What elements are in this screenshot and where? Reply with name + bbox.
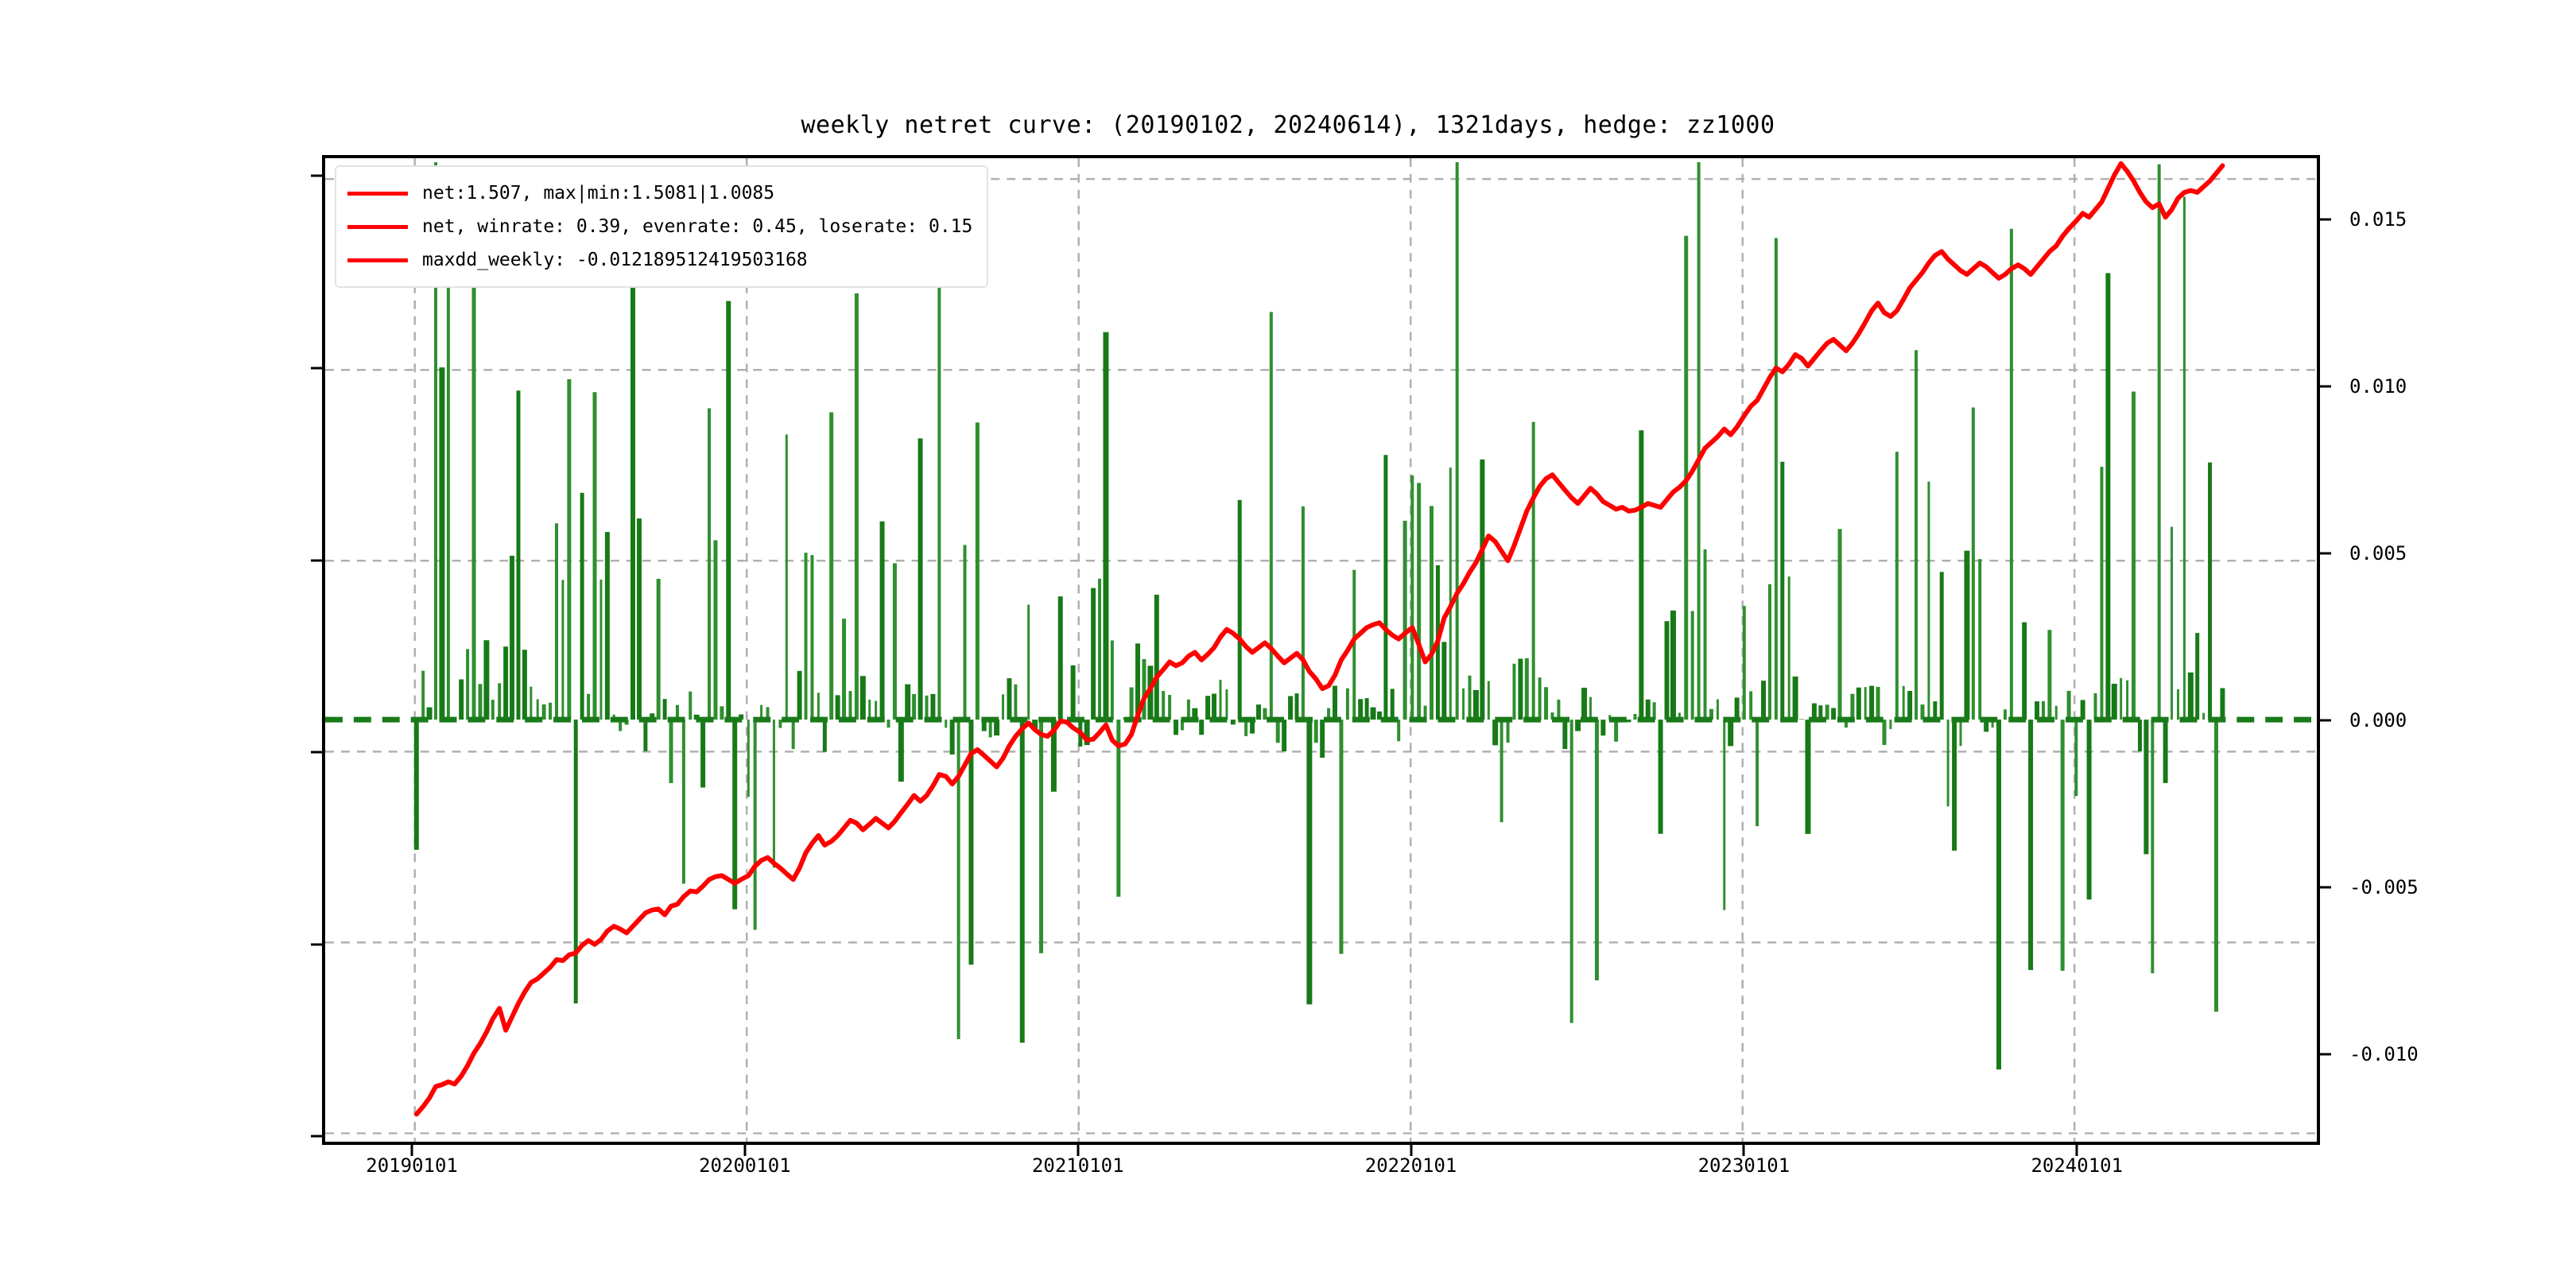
x-axis-tick-mark — [1410, 1145, 1413, 1156]
x-axis-tick-mark — [743, 1145, 747, 1156]
y-axis-tick-mark-right — [2320, 552, 2331, 555]
y-axis-tick-mark-left — [311, 174, 322, 177]
x-axis-tick-label: 20230101 — [1697, 1154, 1790, 1177]
weekly-return-bars — [413, 162, 2225, 1070]
plot-area — [322, 155, 2320, 1145]
x-axis-tick-mark — [2075, 1145, 2078, 1156]
legend-label: maxdd_weekly: -0.012189512419503168 — [422, 250, 808, 270]
y-axis-tick-label-right: -0.005 — [2349, 875, 2419, 898]
plot-canvas — [325, 158, 2317, 1142]
y-axis-tick-mark-right — [2320, 719, 2331, 722]
x-axis-tick-label: 20220101 — [1364, 1154, 1457, 1177]
x-axis-tick-label: 20240101 — [2031, 1154, 2124, 1177]
gridlines — [325, 158, 2317, 1142]
legend-swatch-icon — [347, 224, 408, 229]
y-axis-tick-mark-left — [311, 559, 322, 562]
y-axis-tick-mark-right — [2320, 218, 2331, 221]
net-curve — [413, 161, 2225, 1117]
legend-item: net:1.507, max|min:1.5081|1.0085 — [347, 177, 972, 210]
x-axis-tick-mark — [1742, 1145, 1745, 1156]
y-axis-tick-label-right: 0.005 — [2349, 541, 2407, 564]
y-axis-tick-label-right: -0.010 — [2349, 1042, 2419, 1065]
legend-item: net, winrate: 0.39, evenrate: 0.45, lose… — [347, 210, 972, 243]
x-axis-tick-label: 20210101 — [1031, 1154, 1124, 1177]
x-axis-tick-label: 20200101 — [699, 1154, 791, 1177]
y-axis-tick-mark-left — [311, 943, 322, 946]
y-axis-tick-label-right: 0.010 — [2349, 374, 2407, 398]
y-axis-tick-mark-left — [311, 1135, 322, 1138]
legend-label: net, winrate: 0.39, evenrate: 0.45, lose… — [422, 216, 973, 237]
chart-title: weekly netret curve: (20190102, 20240614… — [801, 111, 1775, 139]
x-axis-tick-label: 20190101 — [366, 1154, 458, 1177]
y-axis-tick-mark-right — [2320, 886, 2331, 889]
y-axis-tick-mark-left — [311, 751, 322, 754]
y-axis-tick-label-right: 0.000 — [2349, 708, 2407, 731]
y-axis-tick-mark-left — [311, 367, 322, 370]
x-axis-tick-mark — [410, 1145, 413, 1156]
legend: net:1.507, max|min:1.5081|1.0085 net, wi… — [335, 165, 989, 288]
y-axis-tick-label-right: 0.015 — [2349, 208, 2407, 231]
zero-line — [325, 716, 2317, 723]
x-axis-tick-mark — [1077, 1145, 1080, 1156]
legend-swatch-icon — [347, 191, 408, 196]
y-axis-tick-mark-right — [2320, 385, 2331, 388]
legend-label: net:1.507, max|min:1.5081|1.0085 — [422, 183, 775, 204]
legend-item: maxdd_weekly: -0.012189512419503168 — [347, 243, 972, 277]
legend-swatch-icon — [347, 258, 408, 262]
y-axis-tick-mark-right — [2320, 1053, 2331, 1056]
